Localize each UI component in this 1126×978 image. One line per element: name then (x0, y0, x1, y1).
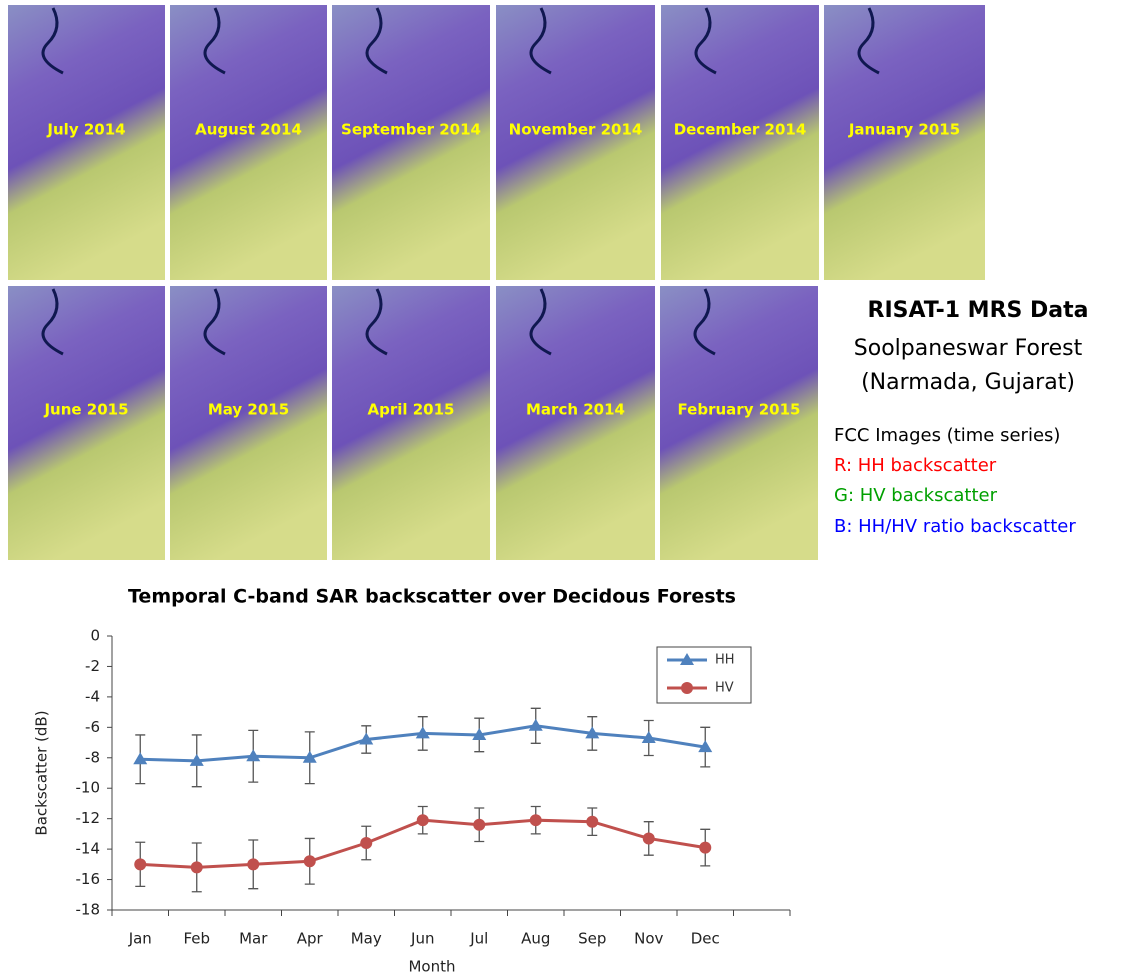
y-tick-label: -16 (76, 870, 101, 888)
image-label: February 2015 (678, 401, 801, 419)
satellite-image (661, 5, 819, 280)
river (529, 7, 552, 75)
satellite-image (332, 286, 490, 560)
legend-label: HH (715, 653, 735, 668)
image-label: December 2014 (674, 121, 807, 139)
y-tick-label: -12 (76, 809, 101, 827)
caption-location: Soolpaneswar Forest (854, 336, 1083, 361)
marker (585, 726, 600, 739)
y-tick-label: -8 (85, 748, 100, 766)
marker (134, 858, 147, 871)
x-tick-label: Dec (691, 930, 720, 948)
river (693, 288, 716, 356)
image-label: March 2014 (526, 401, 625, 419)
marker (528, 718, 543, 731)
river (694, 7, 717, 75)
y-tick-label: -14 (76, 840, 101, 858)
chart-title: Temporal C-band SAR backscatter over Dec… (128, 586, 736, 608)
satellite-image (8, 286, 165, 560)
marker (641, 730, 656, 743)
satellite-image (496, 5, 655, 280)
x-tick-label: Feb (183, 930, 210, 948)
fcc-blue: B: HH/HV ratio backscatter (834, 516, 1076, 537)
marker (473, 818, 486, 831)
marker (699, 841, 712, 854)
y-tick-label: -18 (76, 901, 101, 919)
image-label: August 2014 (195, 121, 302, 139)
x-tick-label: Jul (469, 930, 488, 948)
image-label: April 2015 (368, 401, 455, 419)
marker (642, 832, 655, 845)
satellite-image (496, 286, 655, 560)
marker (416, 814, 429, 827)
marker (247, 858, 260, 871)
satellite-image (170, 286, 327, 560)
y-axis-label: Backscatter (dB) (33, 710, 51, 835)
legend-marker (680, 653, 694, 665)
image-label: June 2015 (43, 401, 128, 419)
caption-title: RISAT-1 MRS Data (868, 298, 1089, 323)
marker (302, 750, 317, 763)
x-tick-label: Jun (410, 930, 434, 948)
x-axis-label: Month (408, 958, 455, 976)
x-tick-label: May (351, 930, 382, 948)
marker (190, 861, 203, 874)
marker (529, 814, 542, 827)
marker (189, 753, 204, 766)
y-tick-label: -4 (85, 687, 100, 705)
river (529, 288, 552, 356)
marker (303, 855, 316, 868)
river (365, 288, 388, 356)
image-label: September 2014 (341, 121, 481, 139)
image-label: July 2014 (46, 121, 125, 139)
marker (359, 732, 374, 745)
marker (415, 726, 430, 739)
caption-region: (Narmada, Gujarat) (861, 370, 1075, 395)
fcc-heading: FCC Images (time series) (834, 425, 1060, 446)
marker (586, 815, 599, 828)
image-label: May 2015 (208, 401, 289, 419)
y-tick-label: -10 (76, 779, 101, 797)
river (857, 7, 880, 75)
legend-label: HV (715, 681, 734, 696)
marker (472, 727, 487, 740)
image-label: January 2015 (848, 121, 960, 139)
y-tick-label: -6 (85, 718, 100, 736)
river (41, 288, 64, 356)
image-label: November 2014 (509, 121, 643, 139)
legend-box (656, 646, 752, 704)
x-tick-label: Sep (578, 930, 606, 948)
river (365, 7, 388, 75)
satellite-image (8, 5, 165, 280)
y-tick-label: 0 (90, 627, 100, 645)
x-tick-label: Apr (297, 930, 324, 948)
marker (246, 749, 261, 762)
river (203, 7, 226, 75)
x-tick-label: Nov (634, 930, 663, 948)
fcc-green: G: HV backscatter (834, 485, 998, 506)
satellite-image (660, 286, 818, 560)
fcc-red: R: HH backscatter (834, 455, 997, 476)
marker (360, 837, 373, 850)
x-tick-label: Mar (239, 930, 268, 948)
marker (133, 752, 148, 765)
satellite-image (170, 5, 327, 280)
x-tick-label: Aug (521, 930, 550, 948)
x-tick-label: Jan (128, 930, 152, 948)
satellite-image (332, 5, 490, 280)
legend-marker (681, 682, 693, 694)
marker (698, 740, 713, 753)
river (203, 288, 226, 356)
river (41, 7, 64, 75)
y-tick-label: -2 (85, 657, 100, 675)
satellite-image (824, 5, 985, 280)
